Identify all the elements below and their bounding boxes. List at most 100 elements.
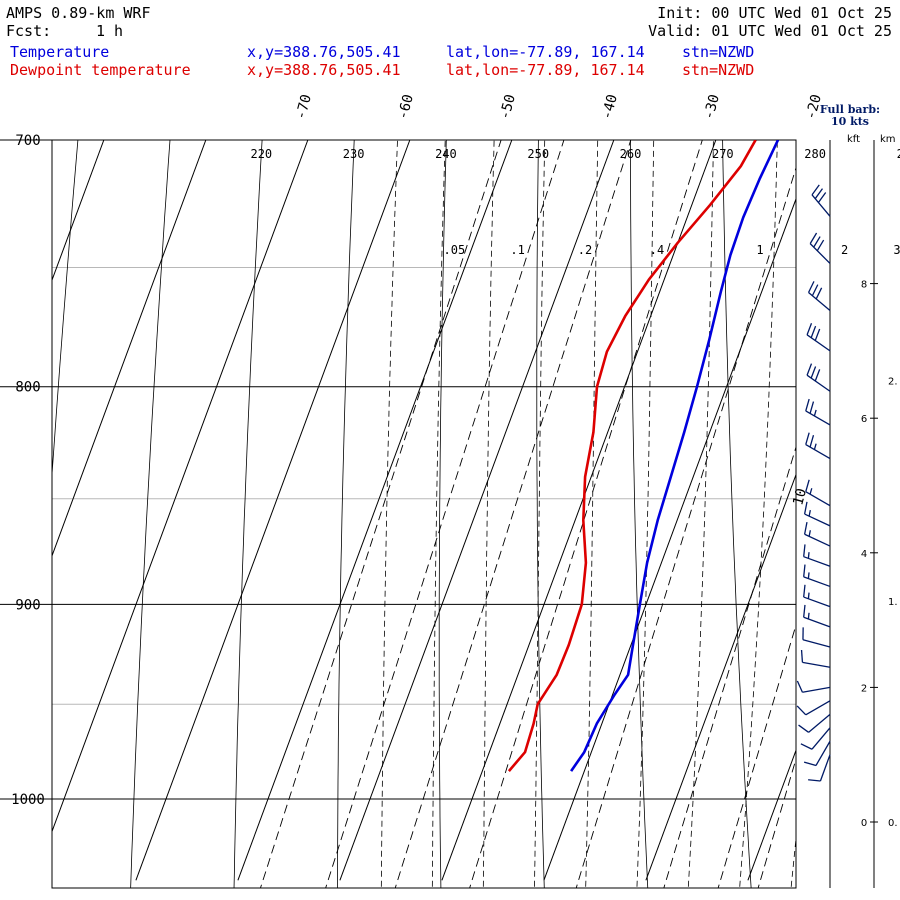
wind-barb-staff bbox=[811, 727, 831, 750]
mixing-ratio-label: .1 bbox=[510, 243, 524, 257]
pressure-tick-label: 900 bbox=[15, 597, 40, 613]
theta-label: 260 bbox=[620, 147, 642, 161]
moist-adiabat-line bbox=[380, 140, 398, 888]
wind-barb-flag bbox=[803, 521, 808, 535]
moist-adiabat-line bbox=[687, 140, 714, 888]
wind-barb bbox=[798, 713, 831, 733]
wind-barb bbox=[796, 700, 831, 716]
kft-tick-label: 0 bbox=[861, 818, 867, 829]
wind-barb-flag bbox=[800, 743, 813, 750]
wind-barb-half-flag bbox=[808, 509, 811, 517]
wind-barb bbox=[803, 740, 831, 767]
temperature-profile bbox=[570, 140, 780, 772]
wind-barb-flag bbox=[814, 369, 821, 382]
dry-adiabat-line bbox=[337, 140, 355, 888]
pressure-tick-label: 1000 bbox=[11, 792, 45, 808]
wind-barb-staff bbox=[802, 639, 831, 648]
wind-barb bbox=[807, 281, 831, 312]
wind-barb bbox=[803, 521, 831, 547]
wind-barb-staff bbox=[803, 576, 831, 588]
wind-barb-staff bbox=[808, 292, 831, 312]
mixing-ratio-line bbox=[325, 140, 565, 888]
wind-barb-staff bbox=[805, 444, 831, 460]
wind-barb-half-flag bbox=[807, 592, 810, 599]
kft-tick-label: 6 bbox=[861, 414, 867, 425]
kft-tick-label: 4 bbox=[861, 549, 867, 560]
barb-key-line1: Full barb: bbox=[819, 103, 881, 116]
wind-barb bbox=[806, 323, 831, 352]
kft-tick-label: 8 bbox=[861, 280, 867, 291]
wind-barb bbox=[809, 232, 831, 264]
wind-barb bbox=[802, 627, 831, 648]
temperature-tick-label: -40 bbox=[599, 93, 621, 122]
wind-barb-flag bbox=[810, 325, 817, 338]
dry-adiabat-line bbox=[722, 140, 752, 888]
isotherm-line bbox=[135, 140, 411, 881]
km-tick-label: 2. bbox=[888, 376, 898, 387]
theta-label: 280 bbox=[804, 147, 826, 161]
km-label: km bbox=[880, 134, 896, 145]
wind-barb-flag bbox=[811, 284, 819, 297]
wind-barb-flag bbox=[803, 761, 817, 767]
xy-temperature: x,y=388.76,505.41 bbox=[247, 43, 401, 61]
wind-barb bbox=[806, 363, 831, 392]
isotherm-line bbox=[441, 140, 717, 881]
station-dewpoint: stn=NZWD bbox=[682, 61, 755, 79]
moist-adiabat-line bbox=[739, 140, 778, 888]
wind-barb-flag bbox=[805, 398, 810, 412]
mixing-ratio-line bbox=[259, 140, 502, 888]
wind-barb-flag bbox=[803, 604, 806, 618]
wind-barb-staff bbox=[803, 616, 831, 628]
mixing-ratio-label: 2 bbox=[841, 243, 848, 257]
moist-adiabat-line bbox=[482, 140, 495, 888]
model-title: AMPS 0.89-km WRF bbox=[6, 4, 151, 22]
wind-barb-staff bbox=[806, 374, 831, 392]
moist-adiabat-line bbox=[585, 140, 599, 888]
mixing-ratio-label: .4 bbox=[650, 243, 664, 257]
wind-barb-half-flag bbox=[807, 552, 810, 559]
wind-barb-flag bbox=[809, 401, 815, 414]
legend-temperature: Temperature bbox=[10, 43, 110, 61]
wind-barb-flag bbox=[796, 705, 807, 716]
wind-barb-staff bbox=[802, 661, 831, 668]
wind-barb-flag bbox=[798, 724, 809, 733]
xy-dewpoint: x,y=388.76,505.41 bbox=[247, 61, 401, 79]
temperature-tick-label: 10 bbox=[790, 487, 810, 507]
wind-barb-staff bbox=[804, 533, 831, 547]
dry-adiabat-line bbox=[52, 140, 79, 480]
mixing-ratio-line bbox=[394, 140, 632, 888]
wind-barb bbox=[808, 754, 831, 782]
km-tick-label: 0. bbox=[888, 818, 898, 829]
wind-barb bbox=[803, 584, 831, 608]
wind-barb-half-flag bbox=[807, 612, 810, 620]
wind-barb-flag bbox=[817, 192, 827, 203]
wind-barb-staff bbox=[802, 686, 831, 693]
valid-time: Valid: 01 UTC Wed 01 Oct 25 bbox=[648, 22, 892, 40]
wind-barb-flag bbox=[814, 328, 821, 341]
theta-label: 240 bbox=[435, 147, 457, 161]
wind-barb-half-flag bbox=[813, 409, 817, 417]
wind-barb-half-flag bbox=[813, 443, 817, 450]
mixing-ratio-line bbox=[469, 140, 703, 888]
wind-barb bbox=[805, 398, 831, 426]
latlon-temperature: lat,lon=-77.89, 167.14 bbox=[446, 43, 645, 61]
wind-barb-flag bbox=[814, 188, 824, 200]
wind-barb-staff bbox=[808, 713, 831, 733]
wind-barb-flag bbox=[803, 564, 806, 577]
dry-adiabat-line bbox=[130, 140, 171, 888]
fcst-value: 1 h bbox=[96, 22, 124, 40]
init-time: Init: 00 UTC Wed 01 Oct 25 bbox=[657, 4, 892, 22]
mixing-ratio-line bbox=[575, 166, 796, 888]
wind-barb-flag bbox=[806, 363, 813, 376]
wind-barb-half-flag bbox=[809, 488, 813, 495]
theta-label: 290 bbox=[897, 147, 900, 161]
isotherm-line bbox=[543, 197, 796, 881]
plot-frame bbox=[51, 139, 797, 889]
wind-barb-flag bbox=[816, 239, 825, 252]
wind-barb-staff bbox=[805, 491, 831, 507]
moist-adiabat-line bbox=[534, 140, 546, 888]
wind-barb-flag bbox=[806, 323, 813, 336]
wind-barb bbox=[805, 432, 831, 460]
theta-label: 230 bbox=[343, 147, 365, 161]
